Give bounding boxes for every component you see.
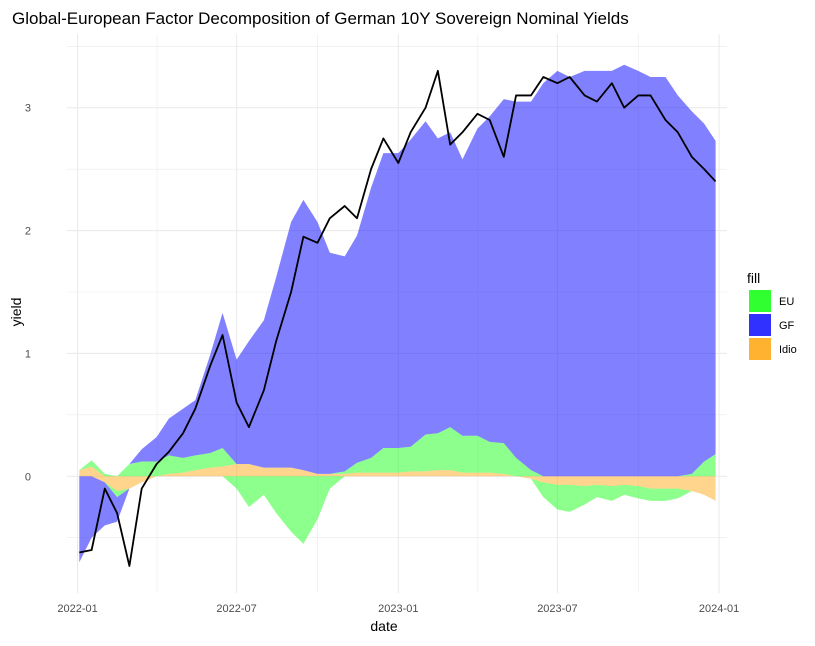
line-layer [79,69,717,567]
x-tick-label: 2022-01 [57,603,97,615]
area-idio-positive [79,464,716,477]
legend-title: fill [747,270,760,286]
x-tick-label: 2023-07 [537,603,577,615]
area-idio-negative [79,476,716,501]
y-tick-label: 2 [25,226,31,238]
area-gf-positive [79,64,716,477]
y-tick-label: 0 [25,471,31,483]
y-tick-label: 1 [25,348,31,360]
chart-title: Global-European Factor Decomposition of … [12,9,629,28]
area-eu-negative [79,476,716,544]
x-tick-label: 2024-01 [699,603,739,615]
legend: fill EU GF Idio [747,270,797,360]
legend-label-idio: Idio [779,344,797,356]
legend-swatch-eu [749,290,771,312]
x-tick-label: 2022-07 [216,603,256,615]
legend-swatch-idio [749,338,771,360]
x-tick-label: 2023-01 [378,603,418,615]
legend-label-gf: GF [779,320,795,332]
tick-layer: 0 1 2 3 2022-01 2022-07 2023-01 2023-07 2024-01 [25,103,739,615]
area-layer [79,64,716,563]
yield-line [79,69,717,567]
area-eu-positive [79,427,716,477]
y-tick-label: 3 [25,103,31,115]
x-axis-label: date [370,618,397,634]
y-axis-label: yield [8,298,24,327]
legend-label-eu: EU [779,296,794,308]
legend-swatch-gf [749,314,771,336]
